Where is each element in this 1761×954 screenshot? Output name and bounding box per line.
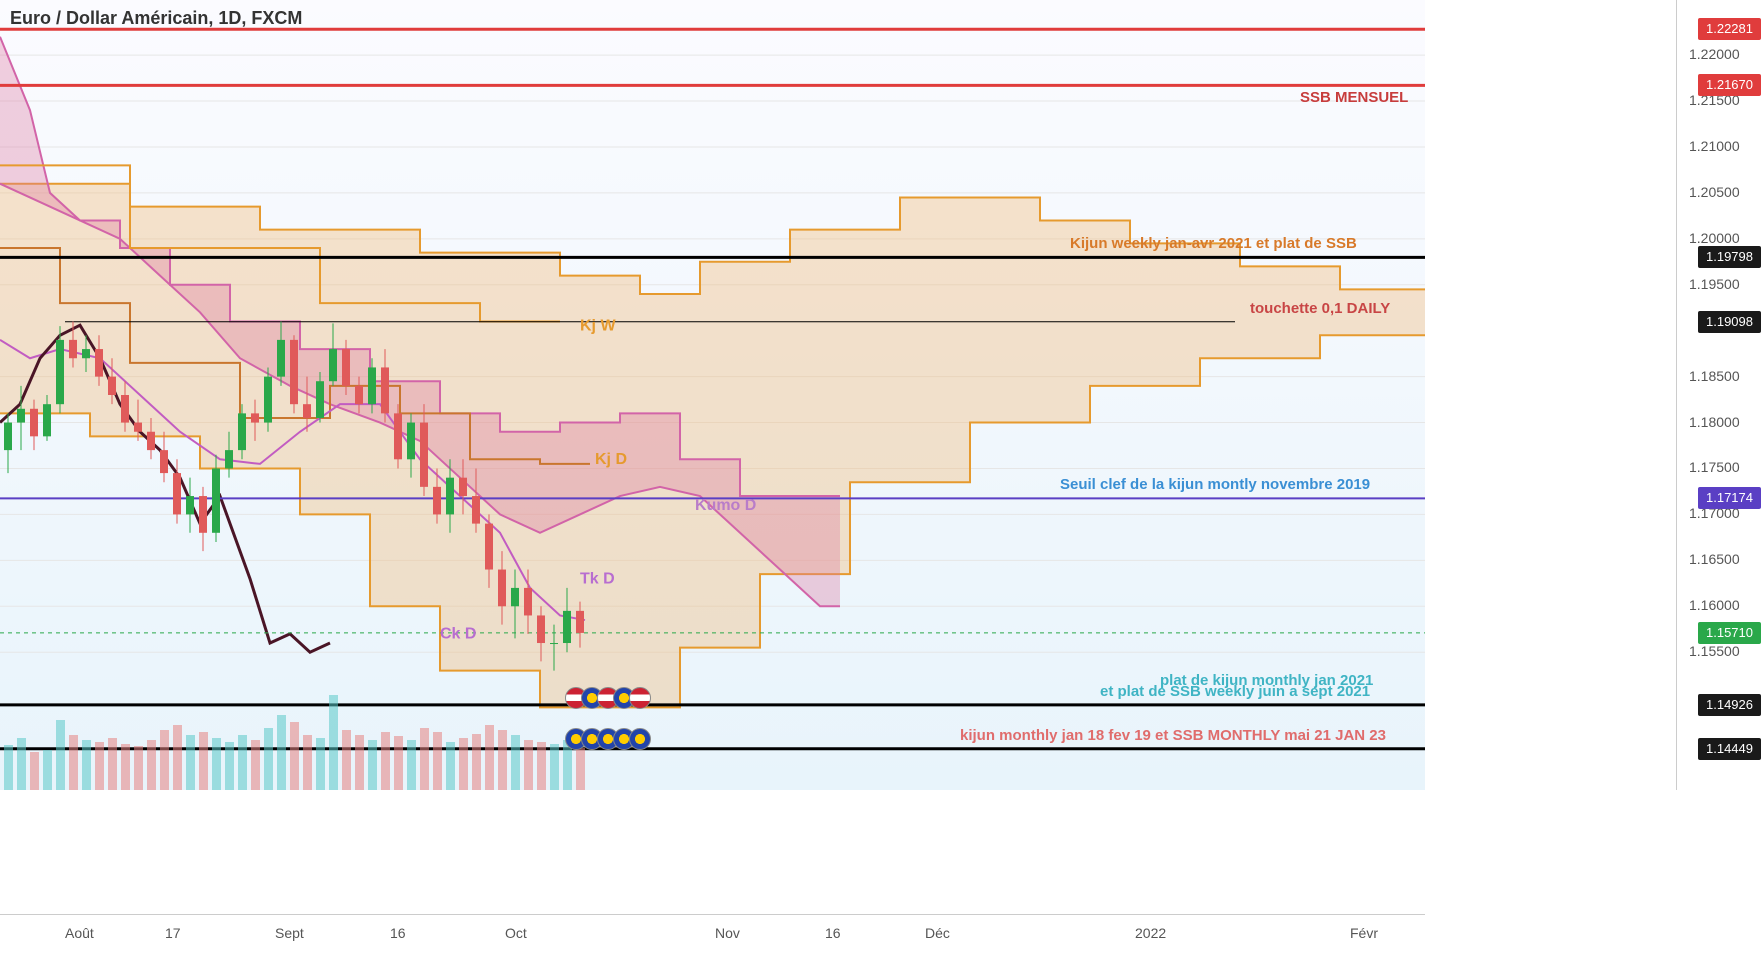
price-flag: 1.19098 xyxy=(1698,311,1761,333)
y-tick: 1.22000 xyxy=(1689,46,1740,62)
hline-label: SSB MENSUEL xyxy=(1300,89,1408,106)
hline-label: touchette 0,1 DAILY xyxy=(1250,300,1390,317)
x-tick: Oct xyxy=(505,925,527,941)
y-tick: 1.18500 xyxy=(1689,368,1740,384)
x-tick: Nov xyxy=(715,925,740,941)
hline-label: Kijun weekly jan-avr 2021 et plat de SSB xyxy=(1070,235,1357,252)
x-tick: Août xyxy=(65,925,94,941)
plot-area[interactable]: Kj W Kj D Kumo D Tk D Ck D SSB MENSUEL Kijun … xyxy=(0,0,1425,790)
svg-text:Kumo D: Kumo D xyxy=(695,497,756,514)
event-icon-row xyxy=(565,728,645,755)
price-flag: 1.14926 xyxy=(1698,694,1761,716)
y-tick: 1.21000 xyxy=(1689,138,1740,154)
y-tick: 1.16500 xyxy=(1689,551,1740,567)
y-axis: 1.220001.215001.210001.205001.200001.195… xyxy=(1676,0,1761,790)
x-tick: Déc xyxy=(925,925,950,941)
x-axis: Août 17 Sept 16 Oct Nov 16 Déc 2022 Févr xyxy=(0,914,1425,954)
price-flag: 1.19798 xyxy=(1698,246,1761,268)
y-tick: 1.19500 xyxy=(1689,276,1740,292)
svg-text:Ck D: Ck D xyxy=(440,625,476,642)
x-tick: 16 xyxy=(825,925,841,941)
event-icon-row xyxy=(565,687,645,714)
y-tick: 1.15500 xyxy=(1689,643,1740,659)
price-flag: 1.15710 xyxy=(1698,622,1761,644)
chart-title: Euro / Dollar Américain, 1D, FXCM xyxy=(10,8,302,29)
hline-label: Seuil clef de la kijun montly novembre 2… xyxy=(1060,476,1370,493)
y-tick: 1.18000 xyxy=(1689,414,1740,430)
price-flag: 1.22281 xyxy=(1698,18,1761,40)
x-tick: Sept xyxy=(275,925,304,941)
x-tick: 16 xyxy=(390,925,406,941)
price-flag: 1.17174 xyxy=(1698,487,1761,509)
us-flag-icon xyxy=(629,687,651,709)
x-tick: Févr xyxy=(1350,925,1378,941)
price-flag: 1.14449 xyxy=(1698,738,1761,760)
y-tick: 1.16000 xyxy=(1689,597,1740,613)
y-tick: 1.20500 xyxy=(1689,184,1740,200)
y-tick: 1.20000 xyxy=(1689,230,1740,246)
eu-flag-icon xyxy=(629,728,651,750)
x-tick: 2022 xyxy=(1135,925,1166,941)
y-tick: 1.17500 xyxy=(1689,459,1740,475)
hline-label: et plat de SSB weekly juin a sept 2021 xyxy=(1100,683,1370,700)
price-flag: 1.21670 xyxy=(1698,74,1761,96)
svg-text:Kj W: Kj W xyxy=(580,318,616,335)
x-tick: 17 xyxy=(165,925,181,941)
svg-text:Tk D: Tk D xyxy=(580,570,615,587)
svg-text:Kj D: Kj D xyxy=(595,451,627,468)
hline-label: kijun monthly jan 18 fev 19 et SSB MONTH… xyxy=(960,727,1386,744)
